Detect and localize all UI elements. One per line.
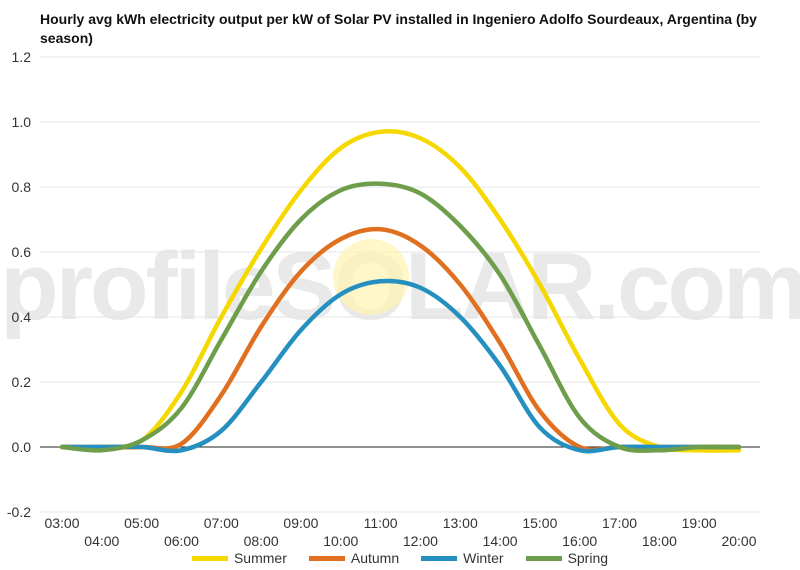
legend-item-summer[interactable]: Summer (191, 550, 287, 566)
x-tick-label: 17:00 (602, 515, 637, 531)
x-tick-label: 05:00 (124, 515, 159, 531)
x-tick-label: 08:00 (244, 533, 279, 549)
y-tick-label: 1.0 (12, 114, 32, 130)
y-tick-label: 0.6 (12, 244, 32, 260)
legend-label: Summer (233, 550, 287, 566)
legend-item-autumn[interactable]: Autumn (308, 550, 400, 566)
legend-swatch (525, 555, 562, 561)
legend-item-winter[interactable]: Winter (421, 550, 504, 566)
legend-swatch (308, 555, 345, 561)
y-tick-label: 0.4 (12, 309, 32, 325)
legend-label: Spring (567, 550, 609, 566)
y-tick-label: 0.2 (12, 374, 32, 390)
series-line-spring (59, 181, 742, 453)
x-tick-label: 13:00 (443, 515, 478, 531)
y-tick-label: 0.0 (12, 439, 32, 455)
legend-swatch (421, 555, 458, 561)
x-tick-label: 04:00 (84, 533, 119, 549)
x-tick-label: 19:00 (682, 515, 717, 531)
y-tick-label: -0.2 (7, 504, 31, 520)
x-tick-label: 03:00 (44, 515, 79, 531)
x-tick-label: 18:00 (642, 533, 677, 549)
sun-logo-icon (333, 239, 409, 315)
legend-item-spring[interactable]: Spring (525, 550, 609, 566)
y-tick-label: 0.8 (12, 179, 32, 195)
series-line-summer (59, 128, 742, 453)
x-tick-label: 10:00 (323, 533, 358, 549)
grid-lines (40, 56, 760, 513)
series-lines (59, 128, 742, 454)
legend-label: Autumn (350, 550, 400, 566)
x-tick-label: 09:00 (283, 515, 318, 531)
x-tick-label: 06:00 (164, 533, 199, 549)
x-tick-label: 07:00 (204, 515, 239, 531)
legend-swatch (191, 555, 228, 561)
x-tick-label: 11:00 (364, 515, 398, 531)
chart-title: Hourly avg kWh electricity output per kW… (40, 11, 757, 46)
x-tick-label: 16:00 (562, 533, 597, 549)
x-tick-label: 12:00 (403, 533, 438, 549)
y-tick-label: 1.2 (12, 49, 32, 65)
legend: Summer Autumn Winter Spring (0, 550, 800, 566)
x-tick-label: 15:00 (522, 515, 557, 531)
legend-label: Winter (463, 550, 504, 566)
y-tick-labels: -0.2 0.0 0.2 0.4 0.6 0.8 1.0 1.2 (7, 49, 31, 520)
x-tick-label: 14:00 (483, 533, 518, 549)
x-tick-label: 20:00 (721, 533, 756, 549)
